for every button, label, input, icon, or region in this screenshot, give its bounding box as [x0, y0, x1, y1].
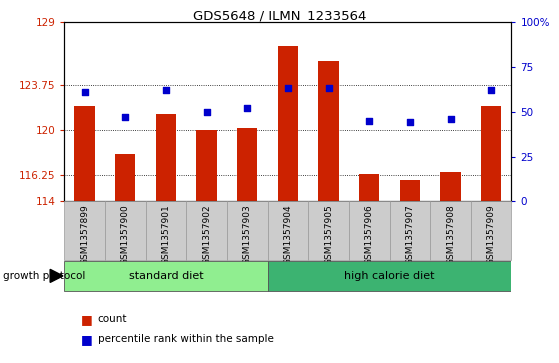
Text: GSM1357904: GSM1357904 — [283, 204, 292, 265]
Bar — [278, 46, 298, 201]
Text: GSM1357902: GSM1357902 — [202, 204, 211, 265]
Text: GSM1357899: GSM1357899 — [80, 204, 89, 265]
Bar — [105, 201, 145, 260]
Bar — [471, 201, 511, 260]
Point — [121, 114, 130, 120]
Text: count: count — [98, 314, 127, 325]
Bar — [268, 201, 308, 260]
Text: growth protocol: growth protocol — [3, 271, 85, 281]
Point — [446, 116, 455, 122]
Point — [80, 89, 89, 95]
Text: GSM1357903: GSM1357903 — [243, 204, 252, 265]
Point — [202, 109, 211, 114]
Text: ■: ■ — [81, 313, 93, 326]
Bar — [74, 106, 95, 201]
Bar — [349, 201, 390, 260]
Bar — [319, 61, 339, 201]
Bar — [400, 180, 420, 201]
Point — [324, 85, 333, 91]
Polygon shape — [50, 269, 63, 282]
Text: GSM1357900: GSM1357900 — [121, 204, 130, 265]
Point — [162, 87, 170, 93]
Bar — [156, 114, 176, 201]
Bar — [359, 174, 380, 201]
Bar — [430, 201, 471, 260]
Point — [487, 87, 496, 93]
Bar — [196, 130, 217, 201]
Bar — [268, 261, 511, 290]
Bar — [237, 129, 257, 201]
Point — [243, 105, 252, 111]
Bar — [308, 201, 349, 260]
Text: GSM1357909: GSM1357909 — [487, 204, 496, 265]
Text: high calorie diet: high calorie diet — [344, 271, 435, 281]
Bar — [64, 261, 268, 290]
Bar — [64, 201, 105, 260]
Text: standard diet: standard diet — [129, 271, 203, 281]
Text: GSM1357908: GSM1357908 — [446, 204, 455, 265]
Text: ■: ■ — [81, 333, 93, 346]
Bar — [481, 106, 501, 201]
Point — [364, 118, 373, 123]
Point — [405, 119, 414, 125]
Bar — [186, 201, 227, 260]
Text: percentile rank within the sample: percentile rank within the sample — [98, 334, 274, 344]
Bar — [390, 201, 430, 260]
Bar — [227, 201, 268, 260]
Text: GDS5648 / ILMN_1233564: GDS5648 / ILMN_1233564 — [193, 9, 366, 22]
Bar — [115, 154, 135, 201]
Text: GSM1357901: GSM1357901 — [162, 204, 170, 265]
Text: GSM1357907: GSM1357907 — [405, 204, 414, 265]
Point — [283, 85, 292, 91]
Bar — [145, 201, 186, 260]
Text: GSM1357905: GSM1357905 — [324, 204, 333, 265]
Text: GSM1357906: GSM1357906 — [364, 204, 374, 265]
Bar — [440, 171, 461, 201]
